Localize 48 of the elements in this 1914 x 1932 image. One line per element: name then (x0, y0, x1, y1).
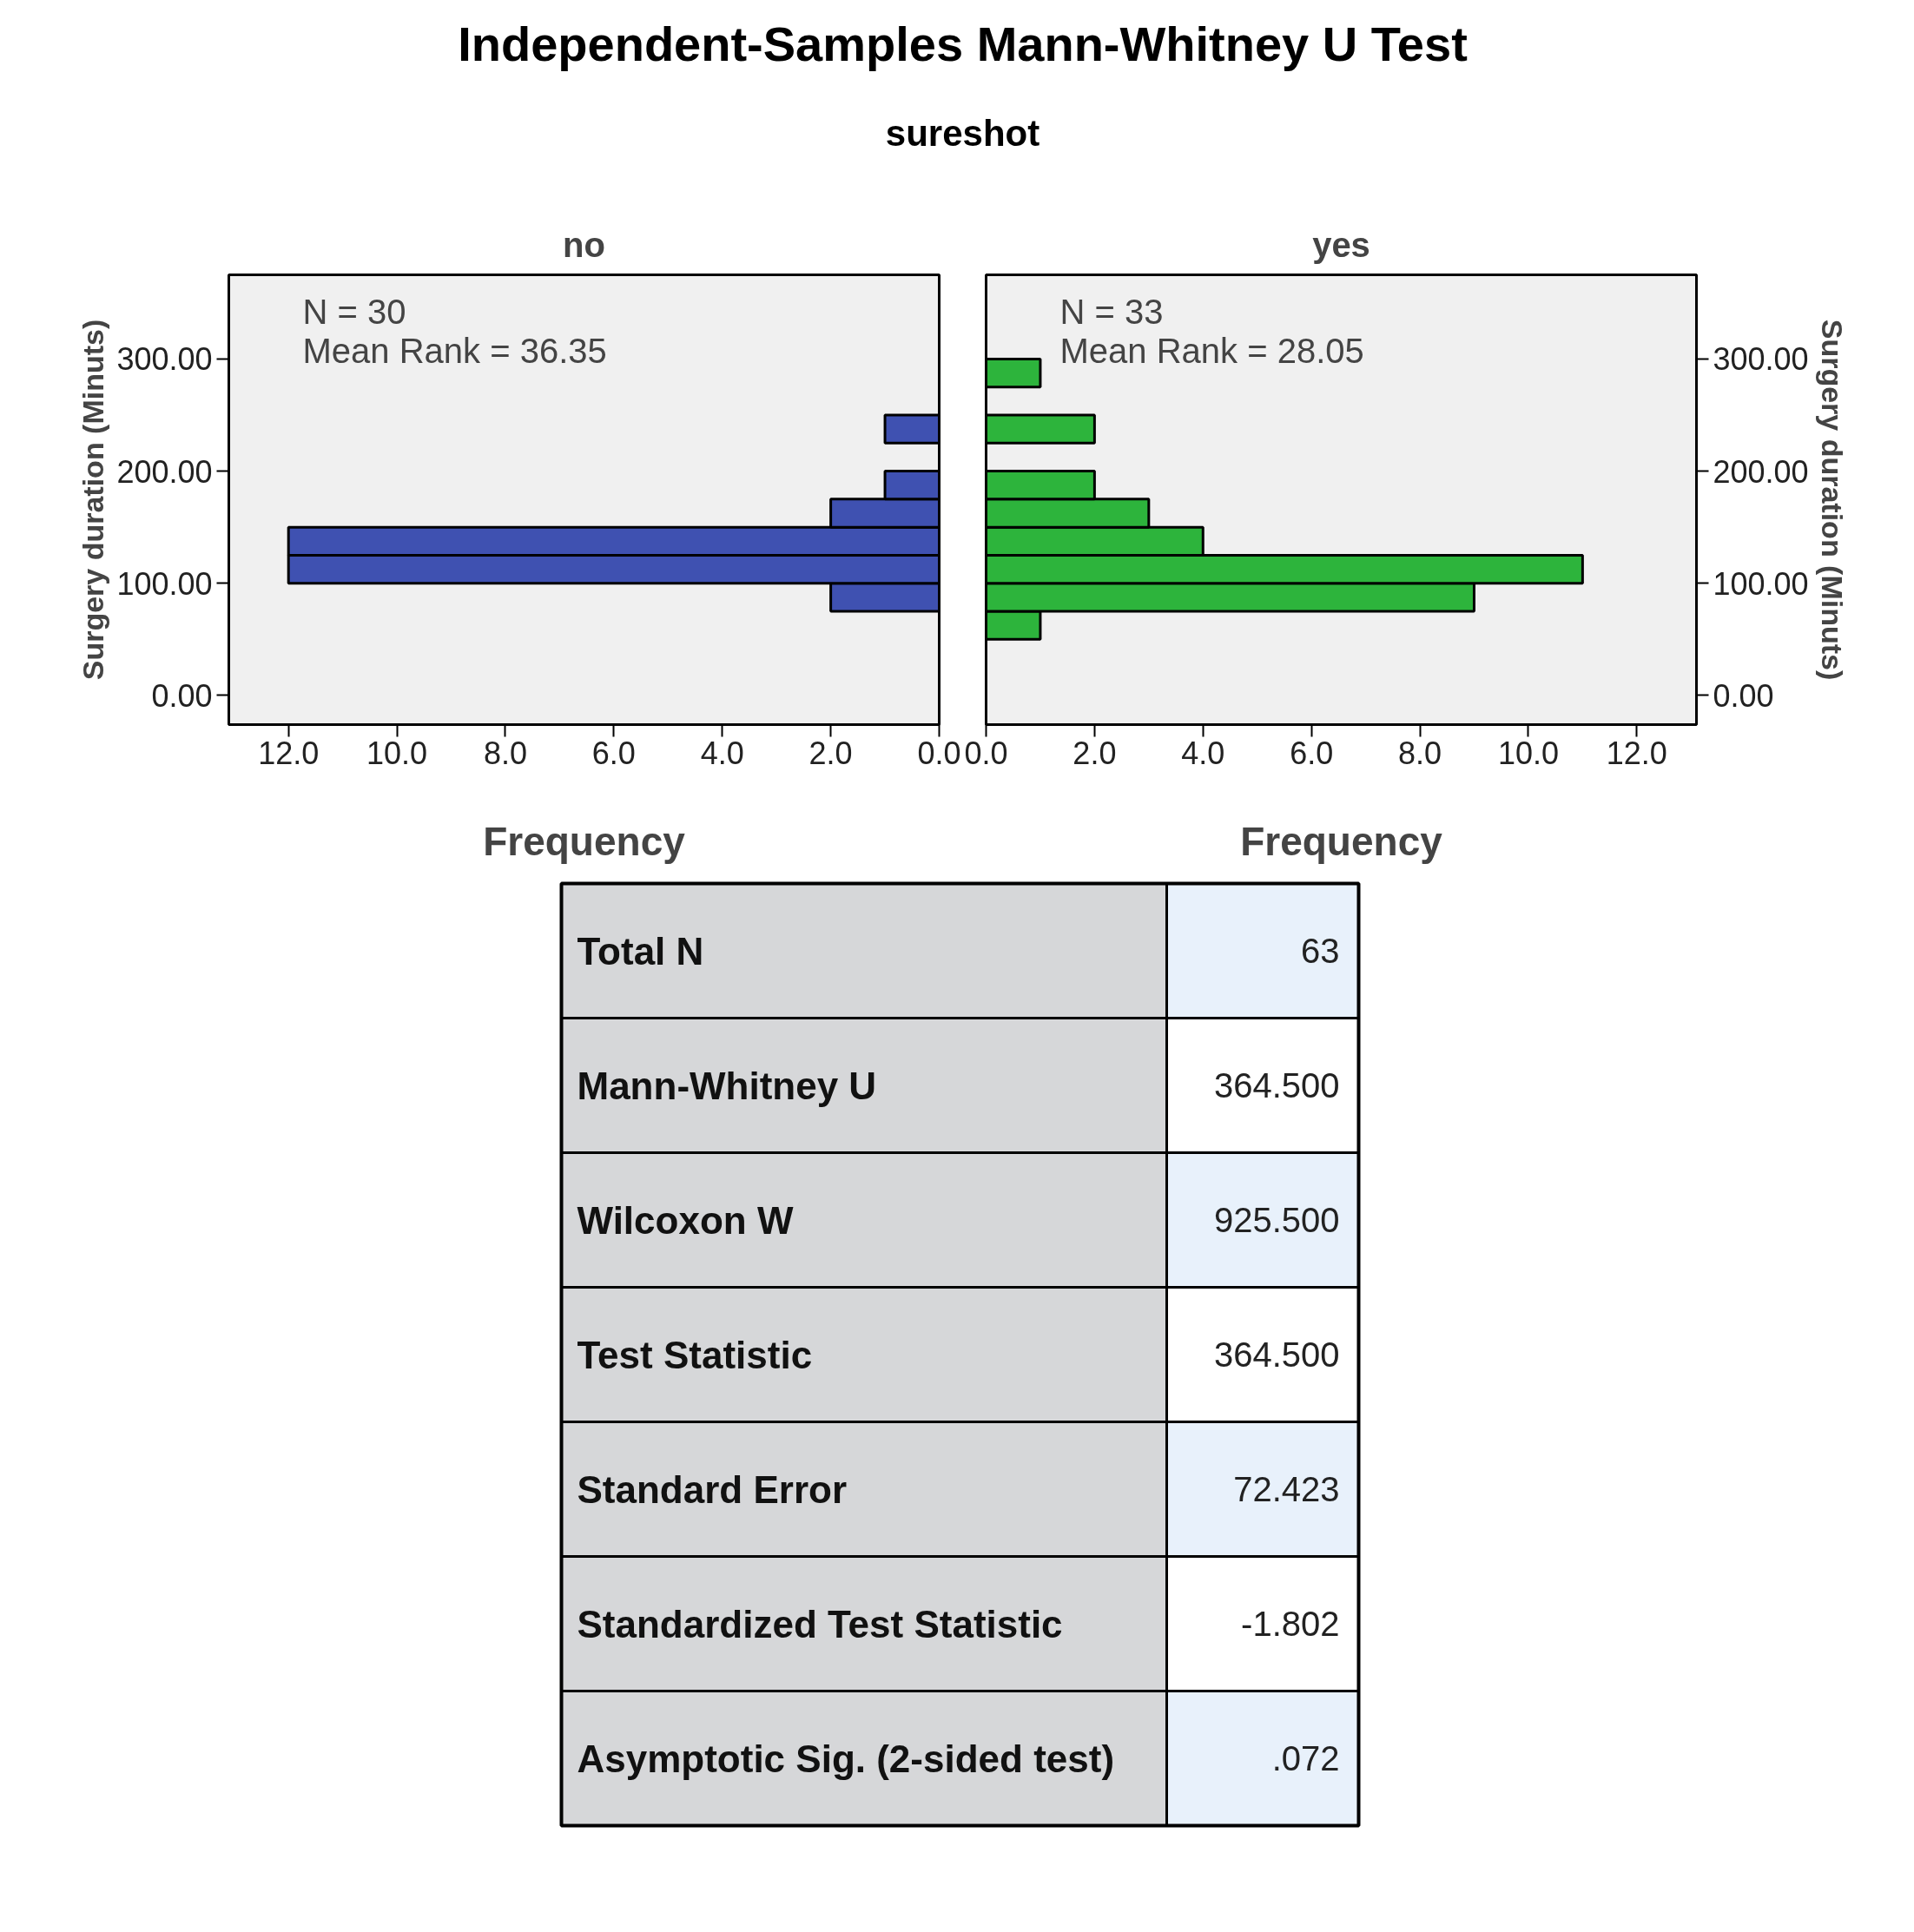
category-label: Standard Error (577, 1467, 848, 1511)
category-label: Wilcoxon W (577, 1198, 794, 1242)
annotation: Mean Rank = 28.05 (1059, 331, 1364, 370)
y-tick-label: 0.00 (151, 677, 213, 714)
text: 925.500 (1213, 1201, 1340, 1239)
x-tick-label: 8.0 (1398, 735, 1442, 771)
y-tick-label: 200.00 (116, 453, 213, 490)
x-axis-title: Frequency (1240, 818, 1443, 864)
category-label: Asymptotic Sig. (2-sided test) (577, 1737, 1115, 1780)
x-tick-label: 4.0 (1181, 735, 1225, 771)
x-tick-label: 0.0 (917, 735, 961, 771)
text: 63 (1301, 932, 1340, 970)
text: .072 (1271, 1739, 1340, 1777)
chart-title: no (563, 226, 605, 264)
category-label: Mann-Whitney U (577, 1064, 877, 1107)
text: 364.500 (1213, 1335, 1340, 1374)
text: sureshot (885, 113, 1040, 154)
y-axis-title: Surgery duration (Minuts) (76, 319, 110, 681)
x-tick-label: 6.0 (591, 735, 636, 771)
x-axis-title: Frequency (483, 818, 686, 864)
x-tick-label: 2.0 (1072, 735, 1117, 771)
chart-title: yes (1312, 226, 1370, 264)
category-label: Test Statistic (577, 1333, 813, 1376)
text: Independent-Samples Mann-Whitney U Test (458, 16, 1468, 71)
x-tick-label: 6.0 (1290, 735, 1334, 771)
annotation: N = 30 (302, 292, 406, 331)
text: 364.500 (1213, 1066, 1340, 1104)
y-tick-label: 300.00 (116, 341, 213, 378)
x-tick-label: 10.0 (366, 735, 428, 771)
y-tick-label: 300.00 (1713, 341, 1809, 378)
text: -1.802 (1241, 1605, 1340, 1643)
category-label: Total N (577, 929, 704, 973)
x-tick-label: 10.0 (1497, 735, 1559, 771)
text: 72.423 (1233, 1470, 1340, 1508)
x-tick-label: 12.0 (258, 735, 320, 771)
y-tick-label: 200.00 (1713, 453, 1809, 490)
x-tick-label: 0.0 (964, 735, 1008, 771)
y-axis-title: Surgery duration (Minuts) (1815, 319, 1849, 681)
y-tick-label: 100.00 (1713, 565, 1809, 602)
x-tick-label: 4.0 (700, 735, 744, 771)
x-tick-label: 12.0 (1606, 735, 1667, 771)
y-tick-label: 0.00 (1713, 677, 1774, 714)
x-tick-label: 2.0 (808, 735, 853, 771)
x-tick-label: 8.0 (483, 735, 527, 771)
category-label: Standardized Test Statistic (577, 1602, 1063, 1645)
annotation: Mean Rank = 36.35 (302, 331, 607, 370)
annotation: N = 33 (1059, 292, 1164, 331)
y-tick-label: 100.00 (116, 565, 213, 602)
